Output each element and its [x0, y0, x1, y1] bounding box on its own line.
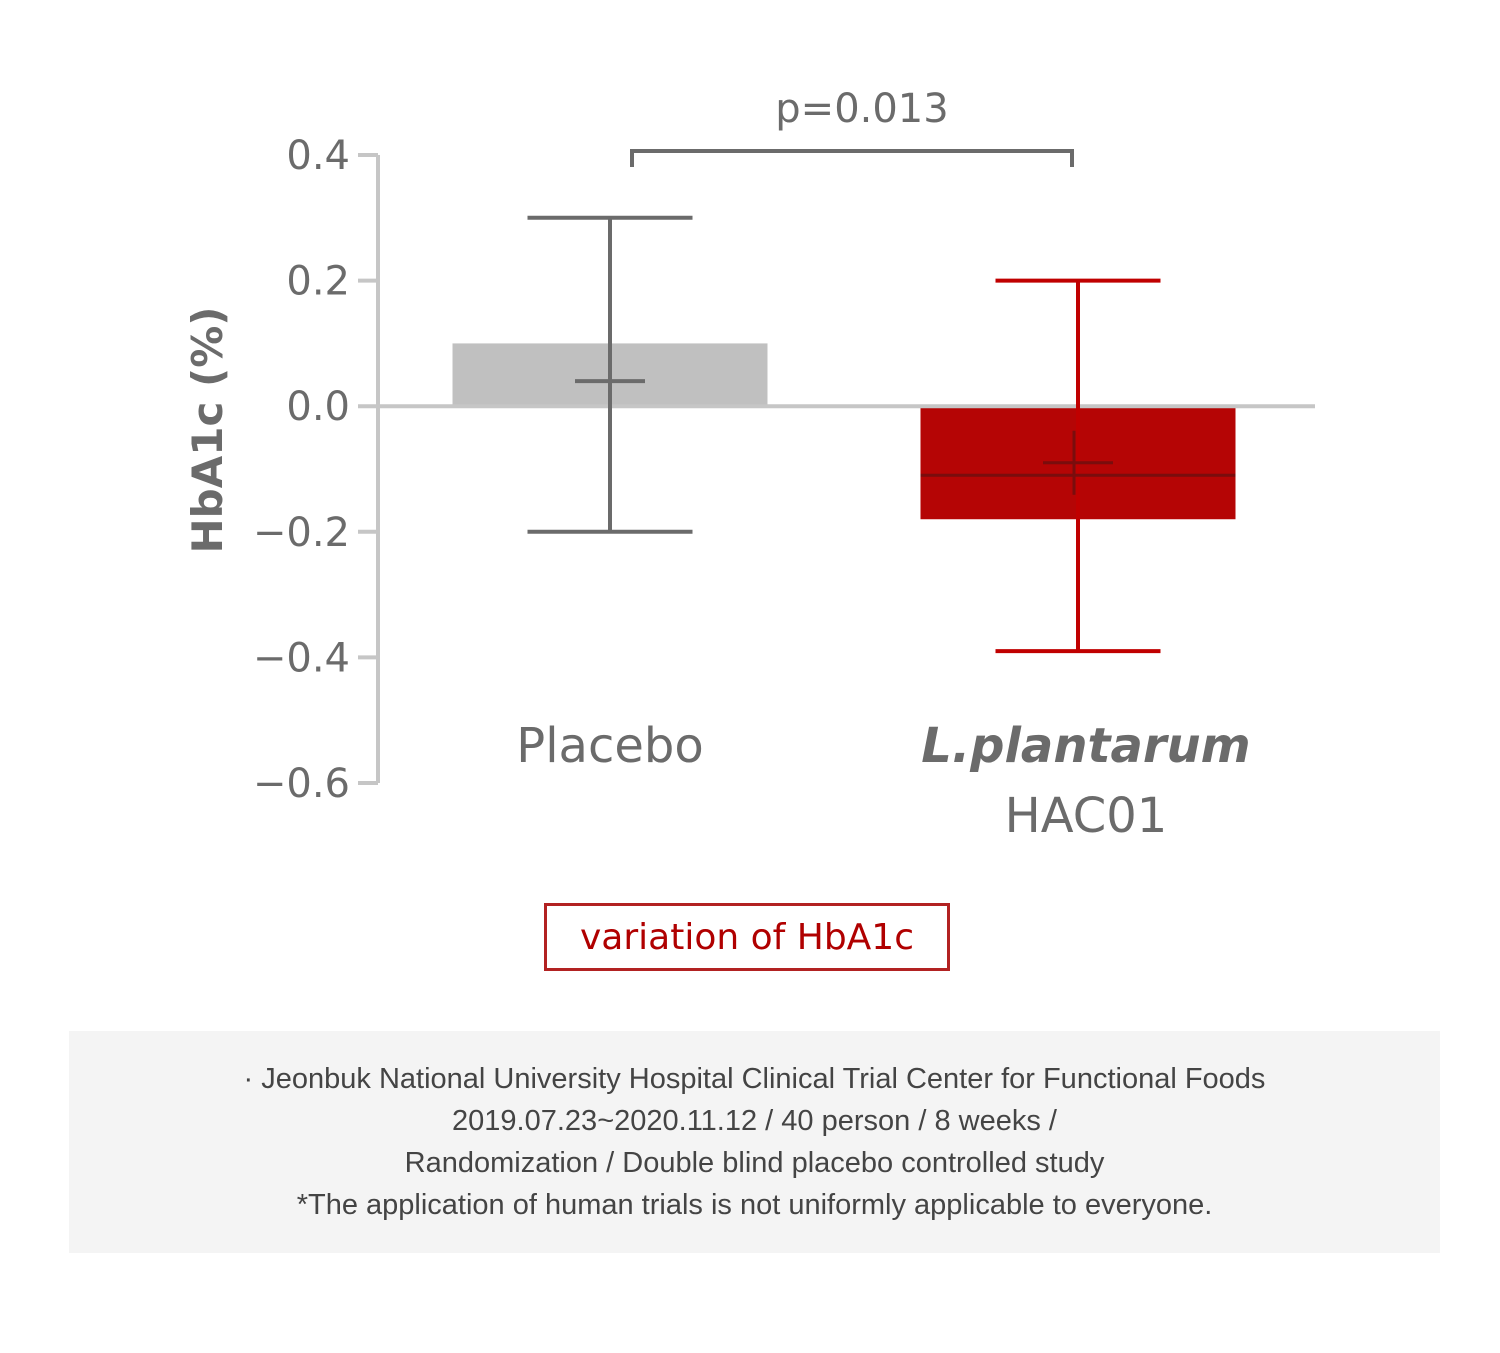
footnote-line: · Jeonbuk National University Hospital C… [243, 1063, 1266, 1095]
x-category-label: L.plantarum [921, 718, 1250, 774]
p-value-label: p=0.013 [775, 86, 948, 132]
x-category-label: HAC01 [1005, 788, 1168, 844]
y-tick-label: −0.2 [253, 510, 350, 556]
chart-caption-box: variation of HbA1c [544, 903, 950, 971]
y-tick-label: 0.2 [286, 259, 350, 305]
y-axis-title: HbA1c (%) [183, 307, 232, 554]
footnote-line: *The application of human trials is not … [296, 1189, 1213, 1221]
y-tick-label: −0.6 [253, 761, 350, 807]
y-tick-label: 0.0 [286, 384, 350, 430]
bars-group [378, 215, 1315, 654]
y-axis-group: 0.4 0.2 0.0 −0.2 −0.4 −0.6 [253, 133, 380, 807]
significance-bracket [630, 149, 1074, 167]
y-tick-label: 0.4 [286, 133, 350, 179]
chart-caption: variation of HbA1c [579, 916, 915, 958]
footnote-line: Randomization / Double blind placebo con… [404, 1147, 1105, 1179]
study-info-panel: · Jeonbuk National University Hospital C… [69, 1031, 1440, 1253]
x-category-label: Placebo [516, 718, 703, 774]
labels-group: HbA1c (%) p=0.013 Placebo L.plantarum HAC01 [183, 86, 1251, 844]
y-tick-label: −0.4 [253, 635, 350, 681]
footnote-line: 2019.07.23~2020.11.12 / 40 person / 8 we… [452, 1105, 1057, 1137]
hba1c-chart: 0.4 0.2 0.0 −0.2 −0.4 −0.6 HbA1c (%) p=0.013 Pl… [183, 86, 1315, 844]
